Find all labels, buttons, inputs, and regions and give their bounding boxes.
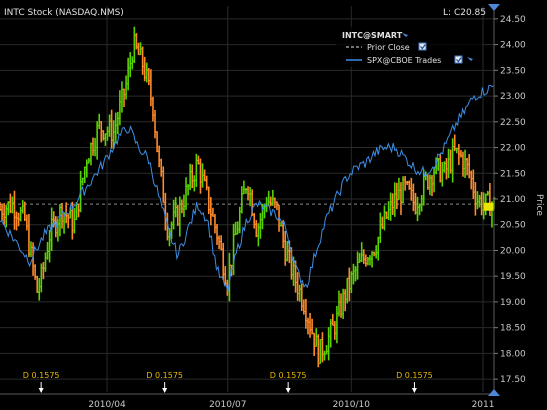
dividend-arrow-icon <box>411 388 417 393</box>
x-axis[interactable]: 2010/04 2010/07 2010/10 2011 <box>0 393 495 410</box>
grid <box>0 6 494 392</box>
x-tick-label: 2010/07 <box>209 400 246 410</box>
y-tick-label: 21.00 <box>500 195 526 205</box>
legend-header: INTC@SMART <box>342 31 403 40</box>
dividend-arrow-icon <box>162 388 168 393</box>
dividend-arrow-icon <box>285 388 291 393</box>
chart-title: INTC Stock (NASDAQ.NMS) <box>4 8 124 18</box>
y-axis[interactable]: 17.50 18.00 18.50 19.00 19.50 20.00 20.50 21.00… <box>493 6 544 392</box>
y-tick-label: 20.00 <box>500 246 526 256</box>
dividend-label: D 0.1575 <box>270 371 307 380</box>
y-tick-label: 24.00 <box>500 41 526 51</box>
legend: INTC@SMART Prior Close SPX@CBOE Trades <box>336 27 482 67</box>
last-price-label: L: C20.85 <box>443 8 486 18</box>
legend-prior-close-checkbox[interactable] <box>418 42 427 51</box>
legend-prior-close-check-icon <box>420 44 426 50</box>
y-tick-label: 18.50 <box>500 324 526 334</box>
legend-spx-label: SPX@CBOE Trades <box>367 56 441 65</box>
y-tick-label: 22.50 <box>500 118 526 128</box>
x-tick-label: 2010/10 <box>333 400 371 410</box>
dividend-label: D 0.1575 <box>146 371 183 380</box>
y-tick-label: 23.50 <box>500 66 526 76</box>
x-tick-label: 2010/04 <box>88 400 126 410</box>
dividend-markers: D 0.1575 D 0.1575 D 0.1575 D 0.1575 <box>23 371 433 393</box>
dividend-label: D 0.1575 <box>23 371 60 380</box>
y-tick-label: 17.50 <box>500 375 526 385</box>
y-tick-label: 22.00 <box>500 144 526 154</box>
spx-series-line <box>0 84 495 292</box>
y-tick-label: 21.50 <box>500 169 526 179</box>
y-tick-label: 23.00 <box>500 92 526 102</box>
dividend-label: D 0.1575 <box>396 371 433 380</box>
legend-spx-check-icon <box>456 57 462 63</box>
scroll-down-icon[interactable] <box>488 389 500 396</box>
y-tick-label: 19.00 <box>500 298 526 308</box>
legend-spx-checkbox[interactable] <box>454 55 463 64</box>
spx-line <box>0 84 495 292</box>
last-price-tag <box>484 202 494 211</box>
y-tick-label: 19.50 <box>500 272 526 282</box>
scroll-up-icon[interactable] <box>488 4 500 11</box>
legend-header-settings-icon[interactable] <box>402 33 408 37</box>
y-axis-label: Price <box>534 194 544 216</box>
y-tick-label: 18.00 <box>500 349 526 359</box>
x-tick-label: 2011 <box>472 400 495 410</box>
dividend-arrow-icon <box>38 388 44 393</box>
legend-prior-close-label: Prior Close <box>367 43 410 52</box>
legend-spx-settings-icon[interactable] <box>467 57 473 61</box>
y-tick-label: 24.50 <box>500 15 526 25</box>
y-tick-label: 20.50 <box>500 221 526 231</box>
